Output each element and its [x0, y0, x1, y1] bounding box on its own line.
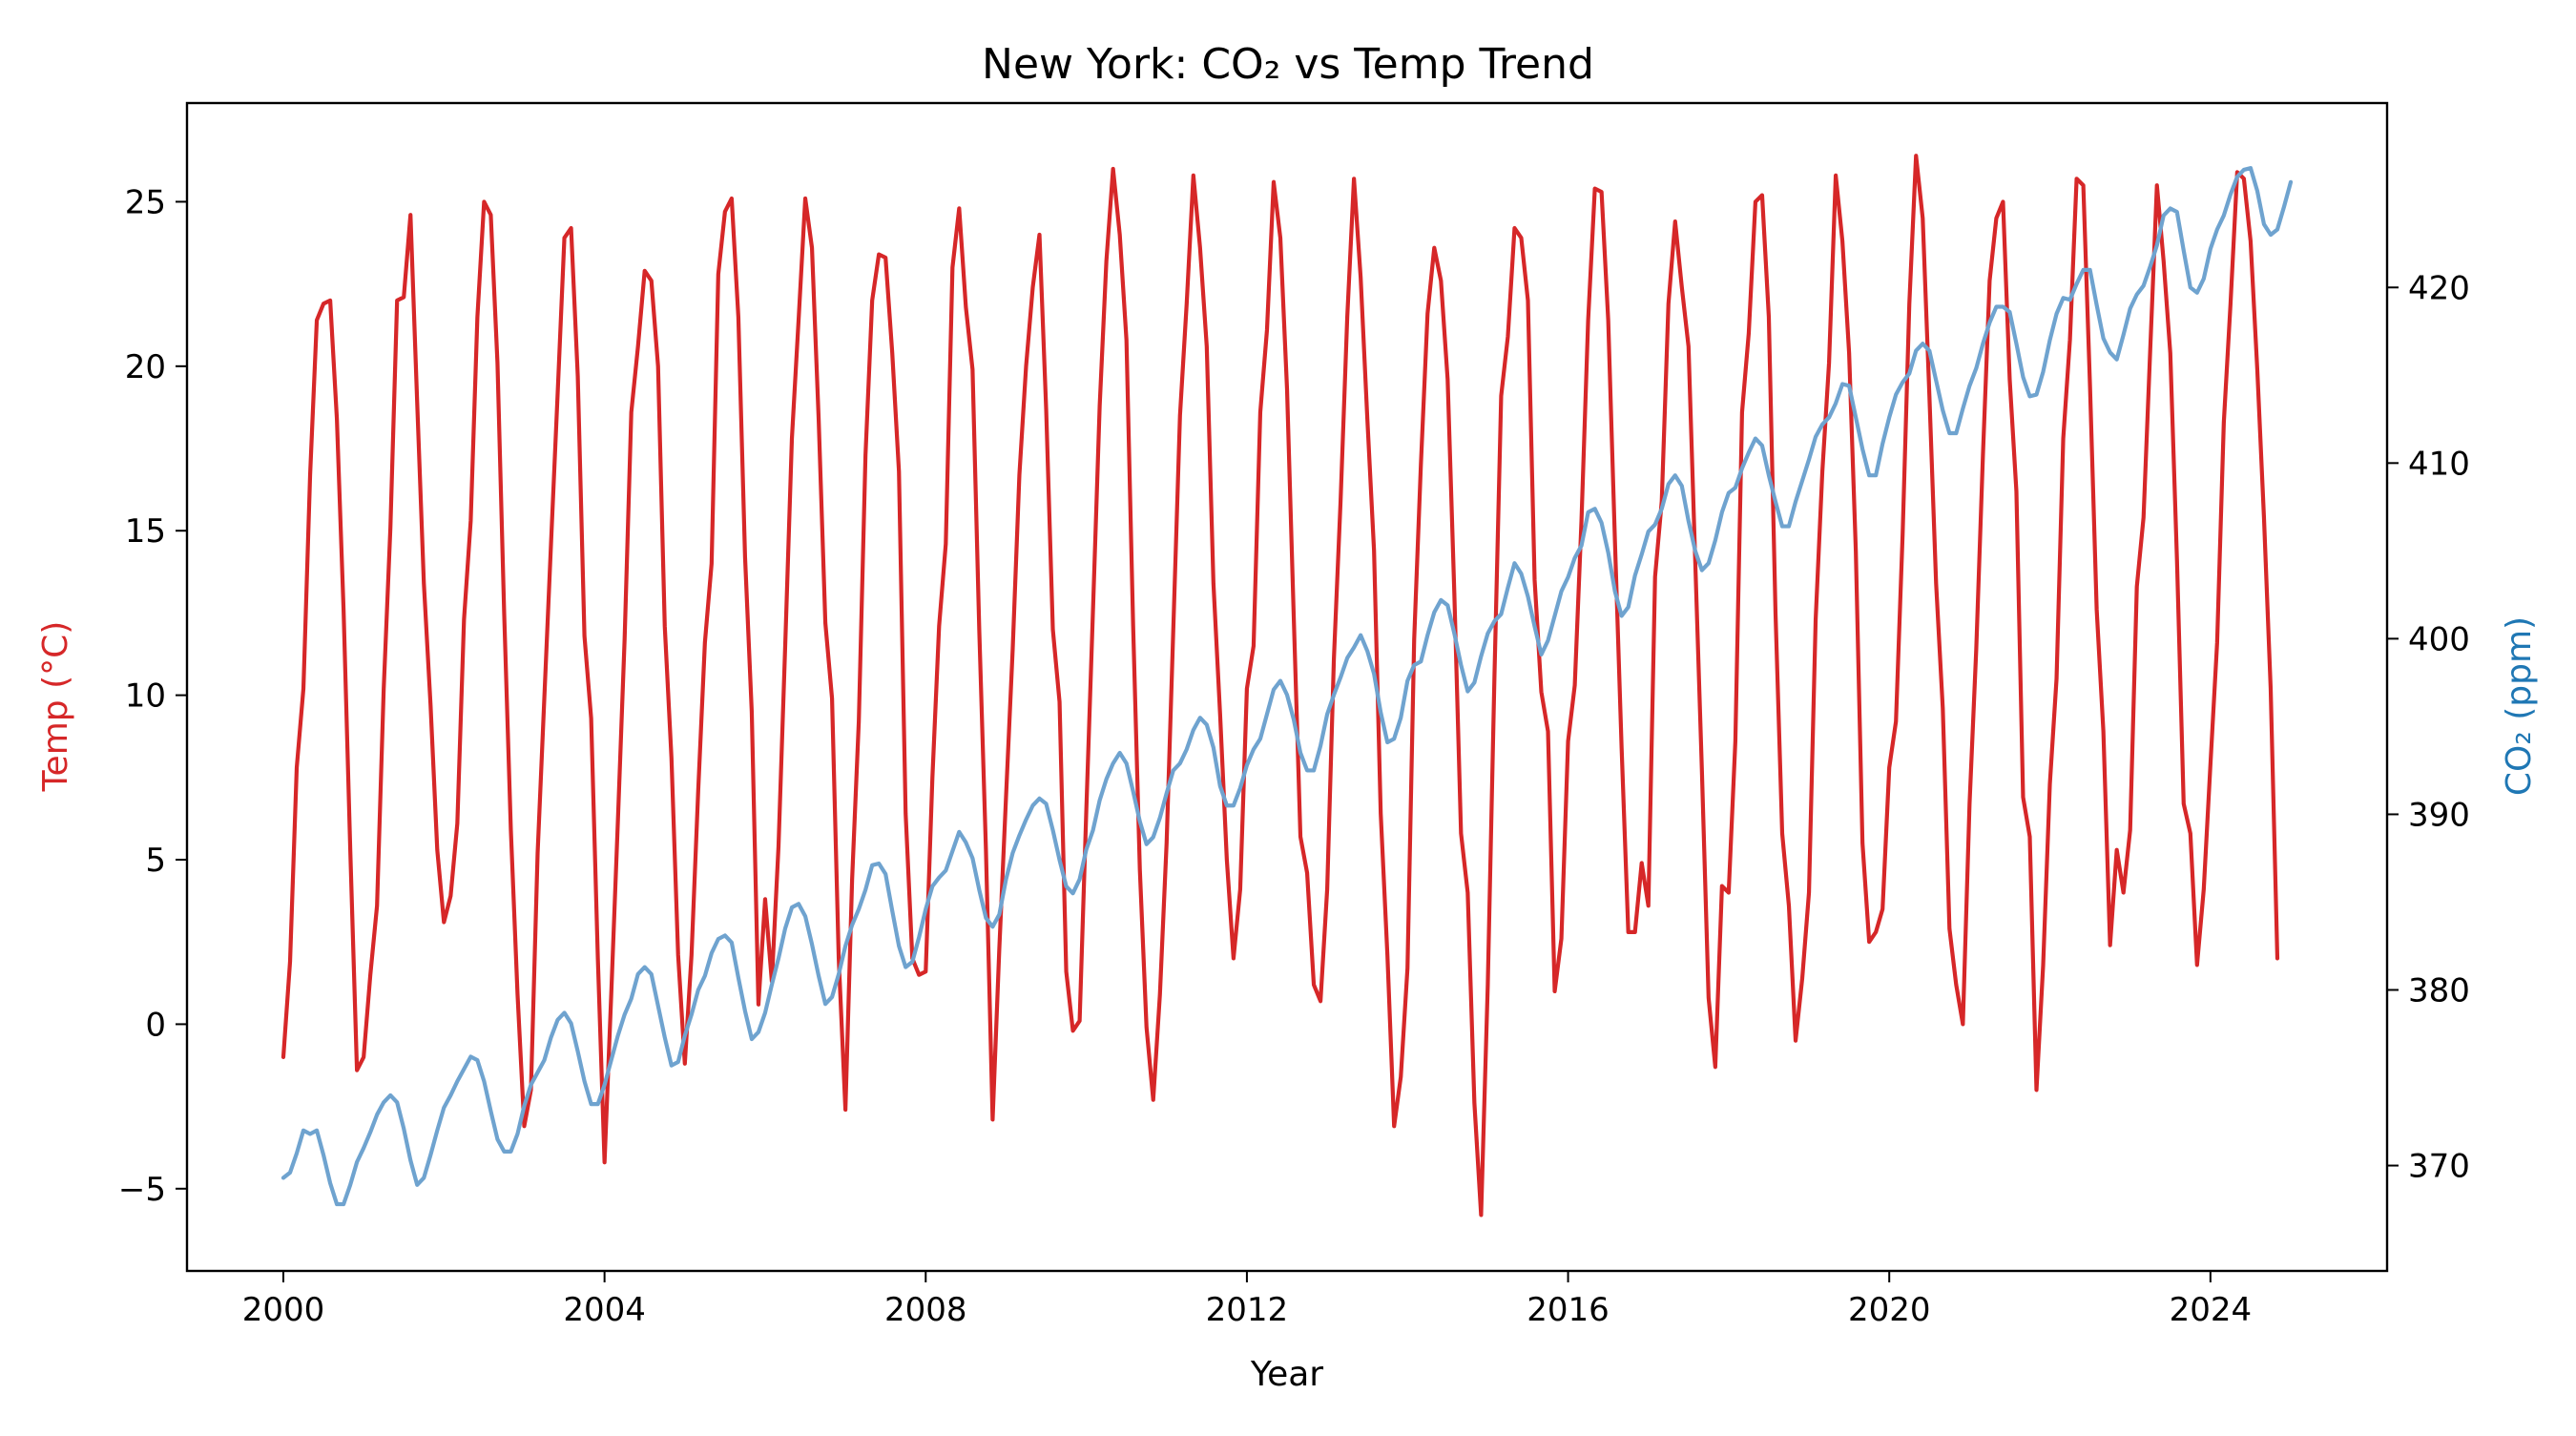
y-right-tick-label: 380: [2408, 972, 2470, 1010]
y-right-tick-label: 400: [2408, 620, 2470, 658]
plot-frame: [185, 101, 2389, 1273]
y-right-tick-label: 390: [2408, 796, 2470, 834]
y-right-axis-title: CO₂ (ppm): [2500, 616, 2539, 796]
x-axis-title: Year: [1250, 1355, 1323, 1394]
x-tick-label: 2016: [1527, 1291, 1610, 1329]
series-line-temp: [280, 154, 2280, 1217]
y-right-tick-label: 370: [2408, 1148, 2470, 1186]
y-left-tick-label: 5: [145, 842, 166, 880]
chart-title: New York: CO₂ vs Temp Trend: [982, 40, 1594, 89]
x-tick-label: 2000: [242, 1291, 325, 1329]
axes-layer: 2000 2004 2008 2012 2016 2020 2024 −5 0 5 10 15 20 25…: [118, 101, 2470, 1329]
x-tick-label: 2008: [884, 1291, 967, 1329]
y-right-tick-label: 410: [2408, 445, 2470, 483]
plot-layer: [280, 154, 2294, 1217]
x-tick-label: 2004: [563, 1291, 646, 1329]
x-tick-label: 2020: [1848, 1291, 1931, 1329]
y-left-tick-label: −5: [118, 1171, 166, 1209]
y-left-tick-label: 10: [125, 677, 166, 716]
y-right-tick-label: 420: [2408, 269, 2470, 307]
x-tick-label: 2024: [2170, 1291, 2253, 1329]
series-line-co2: [280, 166, 2294, 1207]
y-left-tick-label: 20: [125, 348, 166, 386]
x-tick-label: 2012: [1206, 1291, 1289, 1329]
y-left-axis-title: Temp (°C): [36, 621, 75, 793]
y-left-tick-label: 25: [125, 183, 166, 221]
y-left-tick-label: 0: [145, 1006, 166, 1044]
y-left-tick-label: 15: [125, 512, 166, 551]
